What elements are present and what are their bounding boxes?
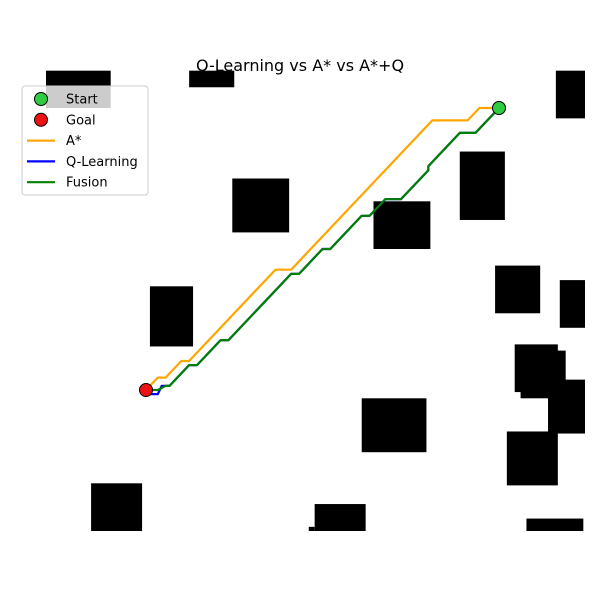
legend-marker-start xyxy=(34,92,48,106)
chart-title: Q-Learning vs A* vs A*+Q xyxy=(196,56,404,75)
obstacle-block xyxy=(91,483,143,531)
obstacle-block xyxy=(361,398,427,453)
legend-frame xyxy=(21,85,149,196)
legend-label: Goal xyxy=(66,113,96,128)
obstacle-block xyxy=(506,431,558,486)
goal-marker xyxy=(139,383,153,397)
obstacle-block xyxy=(495,265,541,314)
obstacle-block xyxy=(149,286,194,347)
obstacle-block xyxy=(232,178,290,233)
obstacle-block xyxy=(373,201,431,249)
legend-label: A* xyxy=(66,134,82,149)
series-line-fusion xyxy=(144,106,501,392)
obstacle-block xyxy=(314,504,366,531)
legend-label: Fusion xyxy=(66,176,108,191)
marker-group xyxy=(139,101,506,397)
obstacle-block xyxy=(526,518,584,531)
legend-label: Q-Learning xyxy=(66,155,138,170)
legend: Start Goal A* Q-Learning Fusion xyxy=(21,85,149,196)
obstacle-block xyxy=(189,70,235,88)
series-group xyxy=(144,106,501,396)
legend-marker-goal xyxy=(34,112,48,127)
obstacle-group xyxy=(45,70,585,531)
obstacle-block xyxy=(548,379,585,434)
start-marker xyxy=(492,101,506,115)
obstacle-block xyxy=(308,526,315,531)
obstacle-block xyxy=(459,151,505,220)
legend-label: Start xyxy=(66,93,98,108)
obstacle-block xyxy=(559,280,585,328)
obstacle-block xyxy=(555,70,585,119)
series-line-a xyxy=(144,106,501,392)
